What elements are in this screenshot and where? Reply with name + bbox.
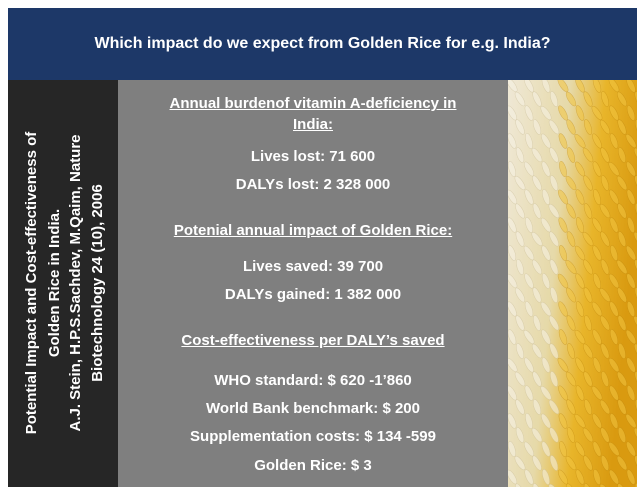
section-item: DALYs lost: 2 328 000 [118, 176, 508, 194]
citation-line: Potential Impact and Cost-effectiveness … [23, 131, 40, 435]
main-panel: Annual burdenof vitamin A-deficiency in I… [118, 80, 508, 487]
section-item: Lives saved: 39 700 [118, 258, 508, 276]
section-item: Lives lost: 71 600 [118, 148, 508, 166]
citation-line: Biotechnology 24 (10), 2006 [89, 184, 106, 382]
section-heading: Cost-effectiveness per DALY’s saved [118, 332, 508, 350]
title: Which impact do we expect from Golden Ri… [94, 35, 550, 53]
slide: Which impact do we expect from Golden Ri… [0, 0, 639, 487]
section-item: Golden Rice: $ 3 [118, 457, 508, 475]
section-heading: Annual burdenof vitamin A-deficiency in [118, 95, 508, 113]
section-item: DALYs gained: 1 382 000 [118, 286, 508, 304]
section-heading: Potenial annual impact of Golden Rice: [118, 222, 508, 240]
section-item: Supplementation costs: $ 134 -599 [118, 428, 508, 446]
rice-image [508, 80, 637, 487]
section-heading: India: [118, 116, 508, 134]
citation-line: Golden Rice in India. [46, 209, 63, 357]
section-item: WHO standard: $ 620 -1’860 [118, 372, 508, 390]
citation-line: A.J. Stein, H.P.S.Sachdev, M.Qaim, Natur… [67, 134, 84, 431]
section-item: World Bank benchmark: $ 200 [118, 400, 508, 418]
header: Which impact do we expect from Golden Ri… [8, 8, 637, 80]
sidebar: Potential Impact and Cost-effectiveness … [8, 80, 118, 487]
